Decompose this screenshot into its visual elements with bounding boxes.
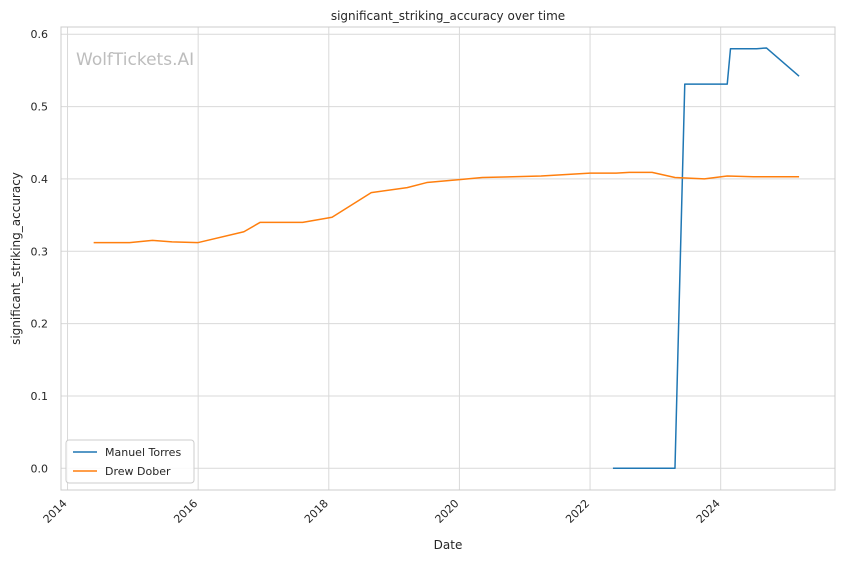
y-tick-label: 0.3 <box>31 245 49 258</box>
y-tick-label: 0.1 <box>31 390 49 403</box>
plot-frame <box>60 26 836 491</box>
legend-label-manuel-torres: Manuel Torres <box>105 446 181 459</box>
legend-box <box>65 439 195 484</box>
series-line-drew-dober <box>93 171 800 244</box>
y-tick-label: 0.2 <box>31 318 49 331</box>
y-tick-label: 0.6 <box>31 28 49 41</box>
watermark: WolfTickets.AI <box>76 50 194 70</box>
y-axis-label: significant_striking_accuracy <box>9 172 23 345</box>
chart-title: significant_striking_accuracy over time <box>331 9 565 23</box>
series-line-manuel-torres <box>612 47 800 470</box>
x-axis-label: Date <box>434 538 463 552</box>
y-tick-label: 0.4 <box>31 173 49 186</box>
y-tick-label: 0.5 <box>31 101 49 114</box>
series-layer <box>93 47 800 470</box>
legend-label-drew-dober: Drew Dober <box>105 465 171 478</box>
legend: Manuel Torres Drew Dober <box>65 439 195 484</box>
y-tick-label: 0.0 <box>31 462 49 475</box>
